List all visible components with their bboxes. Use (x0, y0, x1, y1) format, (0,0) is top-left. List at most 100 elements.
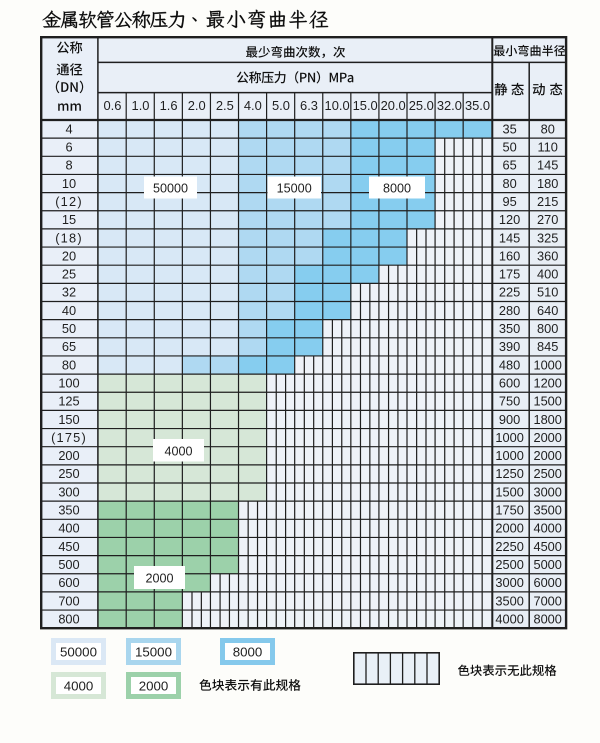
svg-text:3000: 3000 (495, 575, 523, 590)
svg-text:480: 480 (499, 357, 520, 372)
svg-text:270: 270 (537, 212, 558, 227)
svg-text:750: 750 (499, 394, 520, 409)
svg-text:80: 80 (62, 357, 76, 372)
svg-text:32: 32 (62, 285, 76, 300)
svg-text:150: 150 (58, 412, 79, 427)
svg-text:80: 80 (541, 121, 555, 136)
svg-text:20.0: 20.0 (381, 98, 406, 113)
svg-text:0.6: 0.6 (103, 98, 121, 113)
svg-text:110: 110 (537, 140, 557, 155)
svg-text:180: 180 (537, 176, 558, 191)
svg-text:2.5: 2.5 (216, 98, 234, 113)
svg-text:500: 500 (58, 557, 79, 572)
svg-text:350: 350 (499, 321, 520, 336)
svg-text:600: 600 (58, 575, 79, 590)
svg-text:800: 800 (537, 321, 558, 336)
svg-text:640: 640 (537, 303, 558, 318)
svg-text:350: 350 (58, 503, 79, 518)
svg-text:35.0: 35.0 (465, 98, 490, 113)
svg-text:2250: 2250 (495, 539, 523, 554)
svg-text:160: 160 (499, 248, 520, 263)
svg-text:280: 280 (499, 303, 520, 318)
svg-text:2000: 2000 (139, 678, 169, 693)
svg-text:15: 15 (62, 212, 76, 227)
svg-text:2000: 2000 (495, 521, 523, 536)
svg-text:845: 845 (537, 339, 558, 354)
svg-text:400: 400 (58, 521, 79, 536)
svg-text:400: 400 (537, 267, 558, 282)
svg-text:20: 20 (62, 248, 76, 263)
svg-text:900: 900 (499, 412, 520, 427)
svg-text:700: 700 (58, 593, 79, 608)
svg-text:225: 225 (499, 285, 520, 300)
svg-text:1750: 1750 (495, 503, 523, 518)
svg-text:8: 8 (65, 158, 72, 173)
svg-text:1250: 1250 (495, 466, 523, 481)
svg-text:325: 325 (537, 230, 558, 245)
svg-text:1.6: 1.6 (160, 98, 178, 113)
svg-text:360: 360 (537, 248, 558, 263)
svg-text:25: 25 (62, 267, 76, 282)
svg-text:2.0: 2.0 (188, 98, 206, 113)
svg-text:2500: 2500 (495, 557, 523, 572)
svg-text:(175): (175) (51, 430, 87, 445)
svg-text:95: 95 (502, 194, 516, 209)
svg-text:15000: 15000 (277, 182, 312, 196)
svg-text:1200: 1200 (533, 375, 561, 390)
svg-text:6.3: 6.3 (300, 98, 318, 113)
svg-text:15000: 15000 (135, 644, 172, 659)
svg-text:200: 200 (58, 448, 79, 463)
svg-text:6: 6 (65, 140, 72, 155)
svg-text:10: 10 (62, 176, 76, 191)
svg-text:50: 50 (62, 321, 76, 336)
svg-text:4000: 4000 (164, 444, 192, 458)
svg-text:800: 800 (58, 611, 79, 626)
svg-text:1500: 1500 (533, 394, 561, 409)
svg-text:4500: 4500 (533, 539, 561, 554)
svg-text:145: 145 (537, 158, 558, 173)
svg-text:65: 65 (62, 339, 76, 354)
svg-text:5.0: 5.0 (272, 98, 290, 113)
svg-text:390: 390 (499, 339, 520, 354)
svg-text:250: 250 (58, 466, 79, 481)
svg-text:4000: 4000 (495, 611, 523, 626)
svg-text:5000: 5000 (533, 557, 561, 572)
svg-text:120: 120 (499, 212, 520, 227)
svg-text:3500: 3500 (495, 593, 523, 608)
svg-text:1000: 1000 (495, 448, 523, 463)
svg-text:3500: 3500 (533, 503, 561, 518)
svg-text:1000: 1000 (533, 357, 561, 372)
svg-text:2500: 2500 (533, 466, 561, 481)
svg-text:(18): (18) (55, 230, 83, 245)
svg-text:8000: 8000 (233, 644, 263, 659)
svg-text:450: 450 (58, 539, 79, 554)
svg-text:35: 35 (502, 121, 516, 136)
svg-text:1800: 1800 (533, 412, 561, 427)
svg-text:8000: 8000 (533, 611, 561, 626)
svg-text:1500: 1500 (495, 484, 523, 499)
svg-text:2000: 2000 (145, 572, 173, 586)
svg-text:4000: 4000 (64, 678, 94, 693)
svg-text:1000: 1000 (495, 430, 523, 445)
svg-text:65: 65 (502, 158, 516, 173)
svg-text:215: 215 (537, 194, 558, 209)
svg-text:2000: 2000 (533, 430, 561, 445)
svg-text:50000: 50000 (153, 182, 188, 196)
svg-text:4.0: 4.0 (244, 98, 262, 113)
svg-text:175: 175 (499, 267, 520, 282)
svg-text:510: 510 (537, 285, 558, 300)
svg-text:80: 80 (502, 176, 516, 191)
svg-text:8000: 8000 (383, 182, 411, 196)
svg-text:4: 4 (65, 121, 72, 136)
svg-text:7000: 7000 (533, 593, 561, 608)
svg-text:6000: 6000 (533, 575, 561, 590)
svg-text:600: 600 (499, 375, 520, 390)
svg-text:50: 50 (502, 140, 516, 155)
svg-text:15.0: 15.0 (353, 98, 378, 113)
svg-text:100: 100 (58, 375, 79, 390)
svg-text:50000: 50000 (60, 644, 97, 659)
svg-text:10.0: 10.0 (325, 98, 350, 113)
svg-text:145: 145 (499, 230, 520, 245)
svg-text:2000: 2000 (533, 448, 561, 463)
svg-text:3000: 3000 (533, 484, 561, 499)
